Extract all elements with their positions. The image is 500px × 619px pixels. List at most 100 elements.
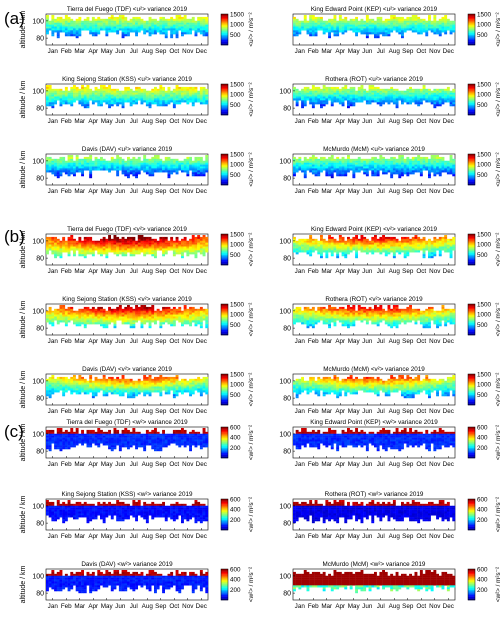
heatmap-cell — [309, 235, 313, 238]
heatmap-cell — [452, 92, 456, 95]
heatmap-cell — [357, 26, 361, 29]
heatmap-cell — [355, 240, 358, 243]
heatmap-cell — [64, 22, 68, 25]
heatmap-cell — [333, 160, 337, 163]
heatmap-cell — [363, 26, 367, 29]
heatmap-cell — [403, 158, 407, 161]
heatmap-cell — [154, 162, 157, 165]
heatmap-cell — [441, 16, 445, 20]
heatmap-cell — [333, 26, 337, 29]
heatmap-cell — [363, 94, 367, 97]
heatmap-cell — [118, 92, 122, 95]
heatmap-cell — [197, 22, 201, 25]
heatmap-cell — [314, 246, 318, 249]
heatmap-cell — [309, 238, 313, 241]
heatmap-cell — [124, 24, 128, 27]
heatmap-cell — [83, 104, 87, 107]
heatmap-cell — [51, 160, 55, 163]
heatmap-cell — [102, 318, 106, 321]
heatmap-cell — [181, 32, 184, 35]
heatmap-cell — [390, 20, 394, 23]
heatmap-cell — [46, 90, 49, 93]
heatmap-cell — [159, 166, 163, 169]
heatmap-cell — [441, 96, 445, 99]
heatmap-cell — [384, 252, 388, 255]
heatmap-cell — [417, 20, 421, 23]
heatmap-cell — [384, 32, 388, 35]
heatmap-cell — [392, 162, 396, 165]
heatmap-cell — [422, 250, 426, 253]
heatmap-cell — [132, 166, 136, 169]
heatmap-cell — [336, 100, 340, 103]
heatmap-cell — [118, 15, 122, 18]
heatmap-cell — [376, 30, 380, 33]
heatmap-cell — [205, 96, 209, 99]
heatmap-cell — [178, 252, 182, 255]
heatmap-cell — [46, 236, 49, 240]
heatmap-cell — [110, 246, 114, 249]
heatmap-cell — [368, 32, 372, 35]
heatmap-cell — [124, 16, 128, 20]
heatmap-cell — [78, 98, 82, 101]
heatmap-cell — [67, 102, 71, 105]
heatmap-cell — [295, 170, 299, 173]
heatmap-cell — [449, 102, 453, 105]
heatmap-cell — [194, 170, 198, 173]
heatmap-cell — [121, 92, 125, 95]
panel-0: Tierra del Fuego (TDF) <u²> variance 201… — [20, 6, 255, 55]
heatmap-cell — [48, 308, 52, 311]
heatmap-cell — [317, 88, 321, 91]
heatmap-cell — [181, 162, 184, 165]
heatmap-cell — [167, 98, 171, 101]
heatmap-cell — [164, 168, 168, 171]
heatmap-cell — [81, 24, 84, 27]
heatmap-cell — [363, 164, 367, 167]
heatmap-cell — [322, 238, 326, 241]
heatmap-cell — [86, 88, 90, 91]
heatmap-cell — [86, 20, 90, 23]
heatmap-cell — [135, 22, 138, 25]
heatmap-cell — [374, 238, 377, 241]
heatmap-cell — [70, 28, 74, 31]
heatmap-cell — [417, 166, 421, 169]
heatmap-cell — [409, 20, 412, 23]
heatmap-cell — [295, 90, 299, 93]
heatmap-cell — [425, 22, 429, 25]
heatmap-cell — [436, 20, 439, 23]
heatmap-cell — [409, 238, 412, 241]
heatmap-cell — [154, 166, 157, 169]
x-tick-label: Aug — [389, 268, 401, 275]
heatmap-cell — [320, 168, 323, 171]
heatmap-cell — [46, 156, 49, 160]
heatmap-cell — [164, 34, 168, 37]
heatmap-cell — [162, 244, 165, 247]
heatmap-cell — [186, 18, 190, 21]
heatmap-cell — [390, 160, 394, 163]
heatmap-cell — [156, 168, 160, 171]
heatmap-cell — [379, 250, 383, 253]
heatmap-cell — [322, 96, 326, 99]
heatmap-cell — [295, 240, 299, 243]
heatmap-cell — [132, 28, 136, 31]
heatmap-cell — [116, 252, 120, 255]
heatmap-cell — [62, 244, 66, 247]
heatmap-cell — [145, 166, 149, 169]
heatmap-cell — [81, 246, 84, 249]
colorbar-segment — [221, 248, 228, 250]
heatmap-cell — [56, 34, 60, 37]
heatmap-cell — [94, 28, 98, 31]
heatmap-cell — [449, 238, 453, 241]
heatmap-cell — [363, 246, 367, 249]
heatmap-cell — [75, 88, 79, 91]
heatmap-cell — [145, 92, 149, 95]
heatmap-cell — [162, 246, 165, 249]
heatmap-cell — [181, 34, 184, 37]
heatmap-cell — [94, 166, 98, 169]
heatmap-cell — [110, 22, 114, 25]
heatmap-cell — [395, 240, 399, 243]
heatmap-cell — [374, 250, 377, 253]
heatmap-cell — [344, 88, 348, 91]
heatmap-cell — [62, 305, 66, 308]
heatmap-cell — [132, 320, 136, 323]
heatmap-cell — [59, 156, 63, 160]
